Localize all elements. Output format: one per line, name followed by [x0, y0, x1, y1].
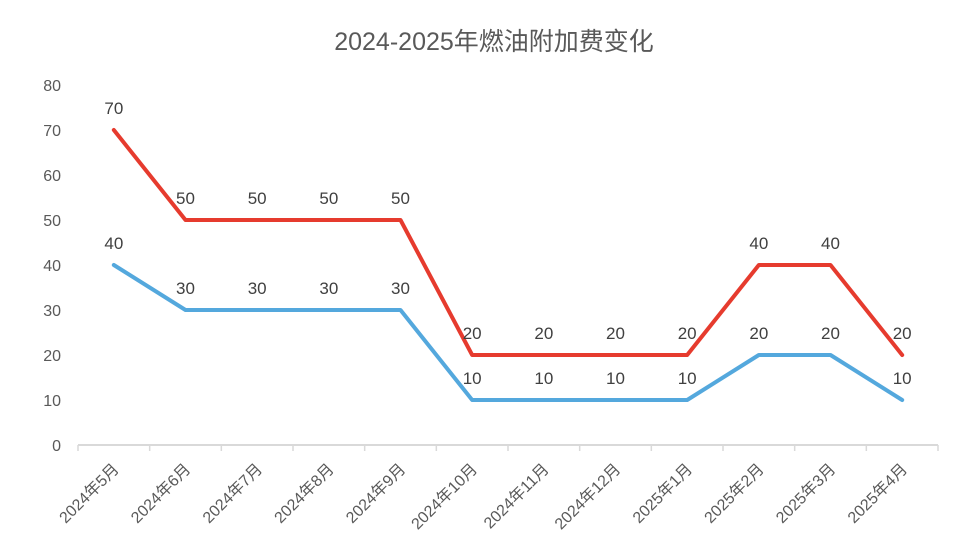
red-series-data-label: 20 [534, 324, 553, 343]
blue-series-data-label: 10 [678, 369, 697, 388]
red-series-data-label: 50 [319, 189, 338, 208]
red-series-line [111, 128, 905, 357]
x-category-label: 2024年7月 [199, 460, 266, 527]
y-tick-label: 60 [43, 168, 61, 185]
y-tick-label: 30 [43, 303, 61, 320]
y-tick-label: 80 [43, 78, 61, 95]
x-category-label: 2025年1月 [629, 460, 696, 527]
red-series-data-label: 20 [606, 324, 625, 343]
x-category-label: 2024年6月 [128, 460, 195, 527]
y-tick-label: 50 [43, 213, 61, 230]
chart-title: 2024-2025年燃油附加费变化 [334, 28, 654, 56]
blue-series-data-label: 20 [749, 324, 768, 343]
red-series-data-label: 20 [678, 324, 697, 343]
red-series-data-label: 50 [176, 189, 195, 208]
x-axis [77, 444, 939, 451]
x-axis-category-labels: 2024年5月 2024年6月 2024年7月 2024年8月 2024年9月 2024年… [56, 460, 911, 533]
x-category-label: 2024年8月 [271, 460, 338, 527]
x-category-label: 2024年5月 [56, 460, 123, 527]
y-tick-label: 20 [43, 348, 61, 365]
red-series-data-label: 50 [391, 189, 410, 208]
x-category-label: 2025年4月 [844, 460, 911, 527]
y-tick-label: 40 [43, 258, 61, 275]
red-series-data-label: 50 [248, 189, 267, 208]
blue-series-data-label: 20 [821, 324, 840, 343]
data-labels: 70 50 50 50 50 20 20 20 20 40 40 20 40 30 30 30 30 10 10 10… [104, 99, 911, 388]
red-series-data-label: 20 [893, 324, 912, 343]
x-category-label: 2025年2月 [701, 460, 768, 527]
red-series-data-label: 20 [463, 324, 482, 343]
x-category-label: 2024年10月 [408, 460, 481, 533]
x-category-label: 2024年12月 [551, 460, 624, 533]
y-tick-label: 10 [43, 393, 61, 410]
blue-series-data-label: 30 [391, 279, 410, 298]
x-category-label: 2024年11月 [480, 460, 552, 532]
red-series-data-label: 40 [749, 234, 768, 253]
y-tick-label: 70 [43, 123, 61, 140]
red-series-data-label: 70 [104, 99, 123, 118]
y-tick-label: 0 [52, 438, 61, 455]
y-axis-tick-labels: 0 10 20 30 40 50 60 70 80 [43, 78, 61, 455]
blue-series-data-label: 10 [893, 369, 912, 388]
x-category-label: 2024年9月 [343, 460, 410, 527]
blue-series-data-label: 10 [606, 369, 625, 388]
blue-series-line [111, 263, 905, 402]
blue-series-data-label: 10 [463, 369, 482, 388]
blue-series-data-label: 30 [176, 279, 195, 298]
blue-series-data-label: 30 [248, 279, 267, 298]
red-series-data-label: 40 [821, 234, 840, 253]
series-lines [111, 128, 905, 402]
blue-series-data-label: 30 [319, 279, 338, 298]
x-category-label: 2025年3月 [773, 460, 840, 527]
blue-series-data-label: 40 [104, 234, 123, 253]
blue-series-data-label: 10 [534, 369, 553, 388]
